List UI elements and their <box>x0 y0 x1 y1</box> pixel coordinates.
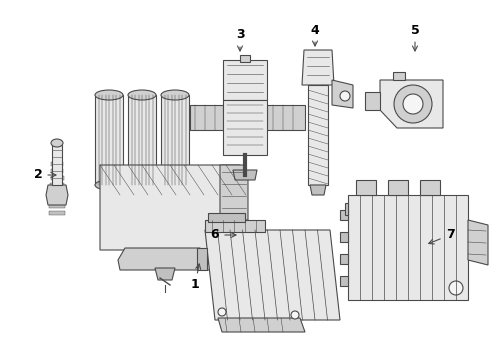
Polygon shape <box>51 162 63 166</box>
Polygon shape <box>223 100 267 155</box>
Polygon shape <box>49 211 65 215</box>
Polygon shape <box>420 180 440 195</box>
Polygon shape <box>100 165 240 250</box>
Polygon shape <box>128 95 156 185</box>
Polygon shape <box>302 50 334 85</box>
Polygon shape <box>345 203 348 215</box>
Polygon shape <box>332 80 353 108</box>
Polygon shape <box>50 183 64 187</box>
Text: 5: 5 <box>411 23 419 51</box>
Polygon shape <box>308 85 328 185</box>
Polygon shape <box>340 254 348 264</box>
Ellipse shape <box>95 90 123 100</box>
Polygon shape <box>49 197 64 201</box>
Polygon shape <box>267 105 305 130</box>
Polygon shape <box>50 176 64 180</box>
Text: 1: 1 <box>191 264 201 292</box>
Polygon shape <box>340 210 348 220</box>
Polygon shape <box>208 213 245 222</box>
Polygon shape <box>218 318 305 332</box>
Polygon shape <box>49 204 65 208</box>
Polygon shape <box>51 169 63 173</box>
Polygon shape <box>468 220 488 265</box>
Polygon shape <box>365 92 380 110</box>
Ellipse shape <box>340 91 350 101</box>
Polygon shape <box>340 232 348 242</box>
Text: 4: 4 <box>311 23 319 46</box>
Ellipse shape <box>291 311 299 319</box>
Polygon shape <box>380 80 443 128</box>
Polygon shape <box>46 185 68 205</box>
Polygon shape <box>310 185 326 195</box>
Polygon shape <box>240 55 250 62</box>
Polygon shape <box>205 230 340 320</box>
Polygon shape <box>161 95 189 185</box>
Polygon shape <box>95 95 123 185</box>
Ellipse shape <box>449 281 463 295</box>
Polygon shape <box>118 248 215 270</box>
Polygon shape <box>197 248 207 270</box>
Polygon shape <box>205 220 265 232</box>
Polygon shape <box>393 72 405 80</box>
Text: 7: 7 <box>429 229 454 244</box>
Polygon shape <box>348 195 468 300</box>
Text: 6: 6 <box>211 229 236 242</box>
Ellipse shape <box>51 139 63 147</box>
Ellipse shape <box>161 90 189 100</box>
Polygon shape <box>223 60 267 100</box>
Polygon shape <box>52 145 62 185</box>
Ellipse shape <box>128 90 156 100</box>
Ellipse shape <box>394 85 432 123</box>
Polygon shape <box>388 180 408 195</box>
Polygon shape <box>340 276 348 286</box>
Polygon shape <box>356 180 376 195</box>
Polygon shape <box>233 170 257 180</box>
Ellipse shape <box>218 308 226 316</box>
Ellipse shape <box>95 180 123 190</box>
Polygon shape <box>155 268 175 280</box>
Text: 2: 2 <box>34 168 56 181</box>
Polygon shape <box>50 190 64 194</box>
Ellipse shape <box>128 180 156 190</box>
Polygon shape <box>220 165 248 220</box>
Ellipse shape <box>161 180 189 190</box>
Ellipse shape <box>403 94 423 114</box>
Text: 3: 3 <box>236 28 245 51</box>
Polygon shape <box>190 105 223 130</box>
